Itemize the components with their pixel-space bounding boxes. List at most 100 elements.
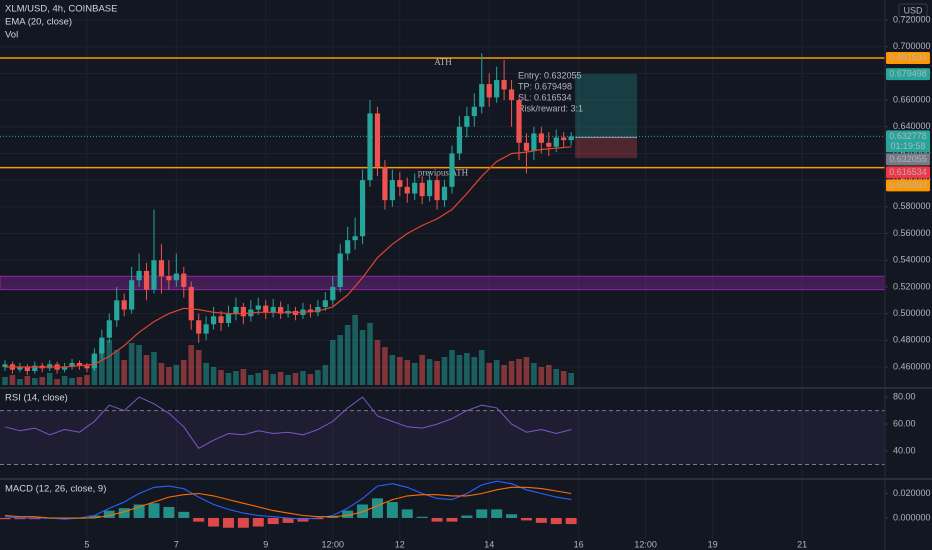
candle-body xyxy=(359,180,366,237)
volume-bar xyxy=(203,363,209,385)
candle-body xyxy=(121,300,127,310)
y-tick-label: 0.000000 xyxy=(893,512,931,522)
candle-body xyxy=(322,300,328,307)
volume-bar xyxy=(531,363,537,385)
histogram-bar xyxy=(193,517,205,522)
price-tag xyxy=(886,130,930,153)
candle-body xyxy=(218,316,224,323)
volume-bar xyxy=(329,340,336,385)
x-tick-label: 12:00 xyxy=(322,539,345,549)
candle-body xyxy=(173,273,179,281)
volume-bar xyxy=(501,365,507,385)
candle-body xyxy=(240,306,246,317)
volume-bar xyxy=(449,350,455,385)
volume-bar xyxy=(46,373,53,385)
candle-body xyxy=(143,270,150,290)
candle-body xyxy=(315,306,321,313)
histogram-bar xyxy=(535,517,547,523)
volume-bar xyxy=(359,330,366,385)
volume-bar xyxy=(61,376,68,385)
x-tick-label: 12:00 xyxy=(634,539,657,549)
price-tag xyxy=(886,52,930,65)
volume-bar xyxy=(553,369,560,385)
volume-bar xyxy=(478,350,485,385)
candle-body xyxy=(84,365,90,369)
chart-title: XLM/USD, 4h, COINBASE xyxy=(5,4,117,15)
volume-bar xyxy=(225,373,232,385)
volume-bar xyxy=(523,357,530,385)
candle-body xyxy=(337,253,343,287)
candle-body xyxy=(352,236,358,241)
candle-body xyxy=(255,305,261,310)
histogram-bar xyxy=(118,508,130,518)
histogram-bar xyxy=(565,517,577,525)
candle-body xyxy=(501,80,507,90)
volume-bar xyxy=(76,377,83,385)
candle-body xyxy=(47,364,53,369)
histogram-bar xyxy=(342,510,354,518)
candle-body xyxy=(367,113,373,181)
y-tick-label: 0.660000 xyxy=(893,94,931,104)
y-tick-label: 0.560000 xyxy=(893,228,931,238)
histogram-bar xyxy=(416,516,428,518)
histogram-bar xyxy=(208,517,220,527)
candle-body xyxy=(270,306,276,313)
legend-layer: XLM/USD, 4h, COINBASE EMA (20, close) Vo… xyxy=(5,4,117,495)
candle-body xyxy=(292,310,299,315)
candle-body xyxy=(24,366,30,371)
volume-bar xyxy=(337,335,344,385)
volume-bar xyxy=(292,373,299,385)
level-label: previous ATH xyxy=(418,168,469,178)
target-zone xyxy=(575,74,637,138)
histogram-bar xyxy=(520,517,532,521)
volume-bar xyxy=(464,353,470,385)
volume-bar xyxy=(113,350,120,385)
currency: USD xyxy=(903,5,923,15)
volume-bar xyxy=(121,360,127,385)
candle-body xyxy=(374,113,381,167)
candle-body xyxy=(553,137,559,147)
candle-body xyxy=(129,280,135,310)
y-tick-label: 0.500000 xyxy=(893,308,931,318)
y-tick-label: 0.640000 xyxy=(893,121,931,131)
candle-body xyxy=(158,260,165,277)
volume-bar xyxy=(315,370,321,385)
volume-bar xyxy=(419,355,425,385)
volume-bar xyxy=(255,373,262,385)
volume-bar xyxy=(31,378,38,385)
volume-bar xyxy=(210,367,217,385)
x-tick-label: 16 xyxy=(574,539,584,549)
candle-body xyxy=(114,300,120,321)
volume-bar xyxy=(397,357,403,385)
candle-body xyxy=(449,153,455,187)
histogram-bar xyxy=(401,509,413,518)
position-text: Entry: 0.632055 xyxy=(518,70,582,80)
volume-bar xyxy=(471,357,478,385)
volume-bar xyxy=(568,373,574,385)
ema-legend: EMA (20, close) xyxy=(5,17,72,28)
volume-bar xyxy=(441,357,448,385)
x-tick-label: 12 xyxy=(395,539,405,549)
candle-body xyxy=(345,240,351,254)
candle-body xyxy=(561,137,567,141)
volume-bar xyxy=(389,355,396,385)
volume-bar xyxy=(166,367,172,385)
volume-bar xyxy=(240,369,247,385)
y-tick-label: 0.700000 xyxy=(893,41,931,51)
price-tag xyxy=(886,153,930,166)
volume-bar xyxy=(17,379,23,385)
volume-bar xyxy=(188,345,195,385)
candle-body xyxy=(382,166,388,201)
candle-body xyxy=(479,84,485,107)
candle-body xyxy=(494,80,500,98)
histogram-bar xyxy=(178,511,190,518)
position-text: Risk/reward: 3:1 xyxy=(518,103,583,113)
volume-bar xyxy=(456,355,463,385)
volume-bar xyxy=(180,360,187,385)
signal-line xyxy=(4,486,572,519)
y-tick-label: 80.00 xyxy=(893,391,916,401)
volume-bar xyxy=(248,375,254,385)
position-text: SL: 0.616534 xyxy=(518,92,572,102)
volume-bar xyxy=(262,370,269,385)
